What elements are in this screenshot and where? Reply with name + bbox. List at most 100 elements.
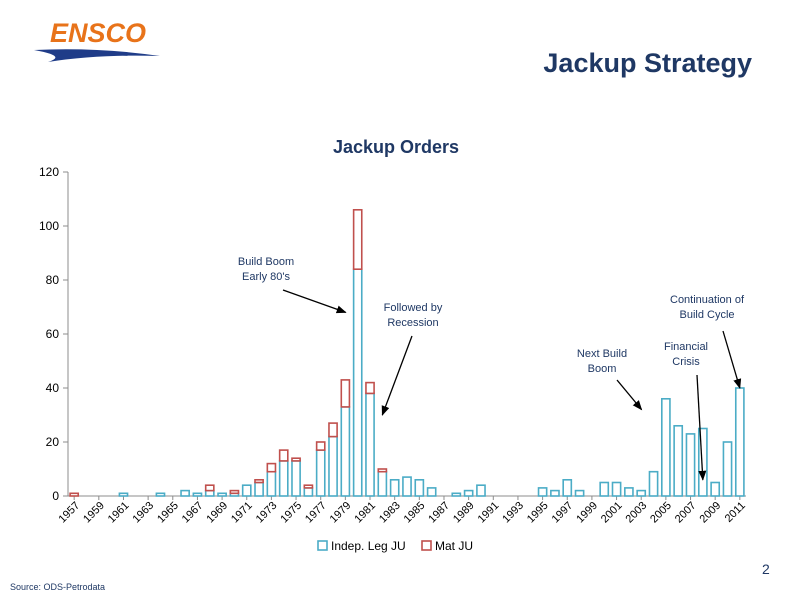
x-tick-label: 1975: [278, 500, 304, 526]
bar-indep-2011: [734, 387, 745, 497]
bar-mat-1972: [254, 478, 264, 484]
bar-indep-1983: [389, 478, 400, 497]
x-tick-label: 1965: [155, 500, 181, 526]
chart-title: Jackup Orders: [333, 137, 459, 157]
annotation-text: Recession: [387, 317, 438, 329]
legend-label: Indep. Leg JU: [331, 539, 406, 553]
x-tick-label: 1983: [377, 500, 403, 526]
bar-indep-2008: [697, 427, 708, 497]
x-tick-label: 1969: [204, 500, 230, 526]
bar-indep-1979: [340, 406, 351, 497]
bar-indep-1995: [537, 487, 548, 497]
bar-indep-1972: [254, 481, 264, 497]
bar-indep-1978: [328, 435, 338, 497]
x-tick-label: 2001: [599, 500, 625, 526]
source-note: Source: ODS-Petrodata: [10, 582, 106, 592]
legend-swatch: [317, 540, 328, 551]
bar-indep-1976: [303, 487, 314, 497]
annotation-text: Early 80's: [242, 271, 290, 283]
bar-indep-1977: [315, 449, 326, 497]
bar-indep-1974: [278, 460, 289, 497]
bar-mat-1977: [315, 441, 326, 451]
y-axis: 0 20 40 60 80 100 120: [39, 165, 69, 503]
x-tick-label: 2011: [723, 500, 748, 525]
x-tick-label: 1991: [476, 500, 502, 526]
annotation-text: Build Cycle: [679, 309, 734, 321]
legend: Indep. Leg JU Mat JU: [317, 539, 473, 553]
annotation-text: Crisis: [672, 356, 700, 368]
y-tick-label: 60: [46, 327, 60, 341]
bar-indep-2002: [624, 487, 634, 497]
annotation-arrow: [381, 335, 413, 416]
annotation-text: Continuation of: [670, 294, 745, 306]
bar-indep-1961: [118, 492, 129, 497]
x-tick-label: 1959: [81, 500, 107, 526]
bar-indep-2009: [710, 481, 721, 497]
bar-indep-1971: [241, 484, 252, 497]
bar-indep-1989: [463, 489, 474, 497]
x-tick-label: 1971: [229, 500, 255, 526]
bar-mat-1973: [266, 462, 277, 473]
annotation-text: Build Boom: [238, 256, 294, 268]
bar-mat-1975: [291, 457, 301, 462]
x-tick-label: 1981: [352, 500, 378, 526]
x-tick-label: 1967: [180, 500, 206, 526]
bar-indep-1997: [562, 478, 573, 497]
x-tick-label: 1963: [130, 500, 156, 526]
bar-indep-1967: [192, 492, 203, 497]
bar-indep-1998: [574, 489, 585, 497]
bar-indep-2001: [611, 481, 622, 497]
annotation-arrow: [282, 289, 347, 314]
x-tick-label: 1987: [426, 500, 452, 526]
bar-indep-1985: [414, 478, 425, 497]
bar-indep-1986: [426, 487, 437, 497]
y-tick-label: 120: [39, 165, 59, 179]
x-tick-label: 1957: [56, 500, 82, 526]
bar-mat-1976: [303, 484, 314, 489]
slide-title: Jackup Strategy: [543, 48, 752, 78]
bar-mat-1980: [352, 209, 363, 271]
bar-mat-1970: [229, 489, 240, 495]
x-tick-label: 2007: [673, 500, 699, 526]
y-tick-label: 100: [39, 219, 59, 233]
bar-mat-1978: [328, 422, 338, 438]
bar-indep-2003: [636, 489, 647, 497]
annotation-text: Boom: [588, 363, 617, 375]
ensco-logo: ENSCO: [34, 18, 160, 62]
bar-mat-1982: [377, 468, 388, 473]
y-tick-label: 0: [52, 489, 59, 503]
y-tick-label: 40: [46, 381, 60, 395]
legend-swatch: [421, 540, 432, 551]
bar-indep-1975: [291, 460, 301, 497]
x-tick-label: 1979: [328, 500, 354, 526]
bar-indep-2000: [599, 481, 610, 497]
bar-indep-1964: [155, 492, 166, 497]
x-tick-label: 1985: [402, 500, 428, 526]
bar-indep-1984: [402, 476, 412, 497]
bar-indep-1981: [365, 392, 375, 497]
bar-indep-2006: [673, 424, 684, 497]
logo-text: ENSCO: [50, 18, 146, 48]
bar-indep-2005: [661, 397, 671, 497]
x-tick-label: 1999: [574, 500, 600, 526]
bar-indep-1988: [451, 492, 462, 497]
x-tick-label: 1993: [500, 500, 526, 526]
bar-mat-1968: [204, 484, 215, 492]
x-tick-label: 1995: [525, 500, 551, 526]
x-tick-label: 1989: [451, 500, 477, 526]
annotation-text: Financial: [664, 341, 708, 353]
page-number: 2: [762, 561, 770, 577]
x-tick-label: 1997: [550, 500, 576, 526]
annotations: Build Boom Early 80's Followed by Recession…: [238, 256, 745, 481]
annotation-text: Next Build: [577, 348, 627, 360]
x-tick-label: 2003: [624, 500, 650, 526]
bar-indep-1973: [266, 470, 277, 497]
annotation-text: Followed by: [384, 302, 443, 314]
x-tick-label: 1973: [254, 500, 280, 526]
bar-mat-1974: [278, 449, 289, 462]
bar-indep-2010: [722, 441, 733, 497]
bar-mat-1979: [340, 379, 351, 408]
annotation-arrow: [616, 379, 643, 411]
legend-label: Mat JU: [435, 539, 473, 553]
